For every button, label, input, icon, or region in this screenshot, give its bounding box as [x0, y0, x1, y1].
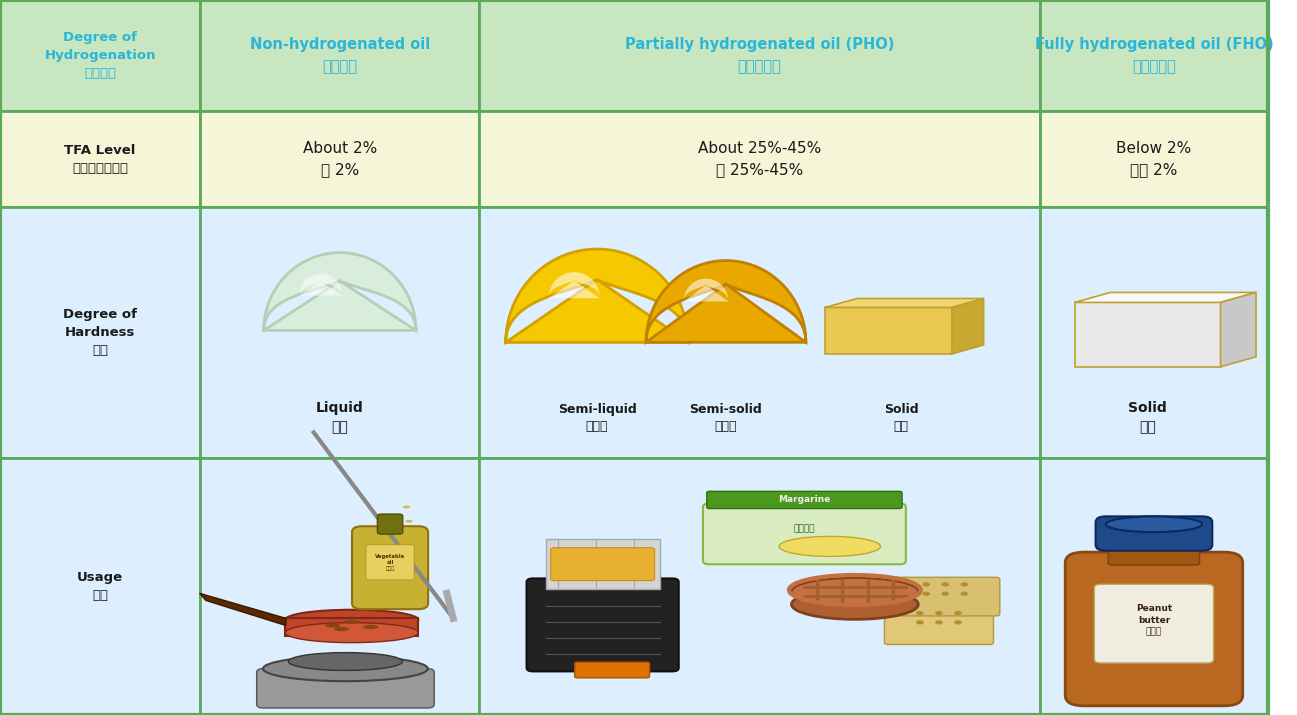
Text: Degree of
Hydrogenation
氫化程度: Degree of Hydrogenation 氫化程度 — [44, 31, 156, 80]
Bar — [0, 111, 200, 207]
Text: Fully hydrogenated oil (FHO)
完全氫化油: Fully hydrogenated oil (FHO) 完全氫化油 — [1035, 36, 1274, 74]
Circle shape — [942, 591, 949, 596]
Text: Vegetable
oil
植物油: Vegetable oil 植物油 — [375, 554, 405, 571]
Ellipse shape — [363, 625, 379, 629]
Ellipse shape — [285, 623, 419, 643]
Polygon shape — [684, 279, 729, 302]
Bar — [200, 207, 480, 458]
Ellipse shape — [402, 538, 409, 541]
Text: Below 2%
低於 2%: Below 2% 低於 2% — [1117, 141, 1192, 177]
Text: Semi-liquid
半液體: Semi-liquid 半液體 — [558, 403, 637, 433]
Ellipse shape — [263, 656, 428, 681]
Bar — [1040, 111, 1268, 207]
Polygon shape — [1075, 292, 1255, 302]
FancyBboxPatch shape — [366, 545, 414, 580]
Bar — [0, 0, 200, 111]
Circle shape — [961, 582, 968, 586]
Text: About 2%
約 2%: About 2% 約 2% — [302, 141, 377, 177]
Bar — [1040, 458, 1268, 715]
Polygon shape — [200, 593, 285, 626]
Bar — [480, 0, 1040, 111]
Bar — [1040, 207, 1268, 458]
Ellipse shape — [791, 589, 918, 619]
Ellipse shape — [285, 610, 419, 630]
Circle shape — [955, 620, 962, 624]
Text: Usage
用途: Usage 用途 — [77, 571, 123, 602]
Ellipse shape — [403, 506, 410, 508]
Bar — [480, 111, 1040, 207]
FancyBboxPatch shape — [527, 578, 678, 671]
FancyBboxPatch shape — [1065, 552, 1243, 706]
Bar — [200, 0, 480, 111]
Bar — [0, 458, 200, 715]
Circle shape — [942, 582, 949, 586]
Circle shape — [935, 620, 943, 624]
Bar — [200, 111, 480, 207]
Text: 人造牛油: 人造牛油 — [794, 524, 816, 533]
Ellipse shape — [326, 623, 340, 628]
Polygon shape — [952, 299, 983, 354]
FancyBboxPatch shape — [707, 491, 903, 508]
FancyBboxPatch shape — [285, 618, 419, 636]
Text: About 25%-45%
約 25%-45%: About 25%-45% 約 25%-45% — [698, 141, 821, 177]
Text: Semi-solid
半固體: Semi-solid 半固體 — [690, 403, 763, 433]
Polygon shape — [300, 274, 342, 295]
Polygon shape — [825, 299, 983, 307]
Bar — [480, 458, 1040, 715]
FancyBboxPatch shape — [885, 606, 994, 644]
Circle shape — [961, 591, 968, 596]
FancyBboxPatch shape — [1096, 516, 1213, 551]
FancyBboxPatch shape — [891, 577, 1000, 616]
Polygon shape — [646, 260, 805, 342]
Bar — [200, 458, 480, 715]
Text: TFA Level
反式脂肪酸含量: TFA Level 反式脂肪酸含量 — [65, 144, 136, 174]
Bar — [1040, 0, 1268, 111]
Text: Margarine: Margarine — [778, 495, 830, 504]
Ellipse shape — [791, 578, 918, 605]
FancyBboxPatch shape — [1109, 539, 1200, 565]
Ellipse shape — [1106, 516, 1202, 532]
Text: Partially hydrogenated oil (PHO)
部分氫化油: Partially hydrogenated oil (PHO) 部分氫化油 — [625, 36, 894, 74]
Ellipse shape — [288, 653, 402, 671]
FancyBboxPatch shape — [257, 669, 434, 708]
Circle shape — [955, 611, 962, 615]
Text: Degree of
Hardness
硬度: Degree of Hardness 硬度 — [64, 308, 137, 357]
Circle shape — [922, 591, 930, 596]
Ellipse shape — [344, 620, 359, 624]
Text: Non-hydrogenated oil
非氫化油: Non-hydrogenated oil 非氫化油 — [250, 36, 431, 74]
Text: Liquid
液體: Liquid 液體 — [316, 401, 363, 434]
Circle shape — [916, 611, 923, 615]
FancyBboxPatch shape — [551, 548, 655, 581]
Text: Solid
固體: Solid 固體 — [1128, 401, 1167, 434]
FancyBboxPatch shape — [1095, 584, 1214, 663]
FancyBboxPatch shape — [703, 503, 905, 564]
Polygon shape — [825, 307, 952, 354]
Circle shape — [916, 620, 923, 624]
Text: Solid
固體: Solid 固體 — [883, 403, 918, 433]
FancyBboxPatch shape — [351, 526, 428, 609]
Polygon shape — [1075, 302, 1220, 367]
Circle shape — [922, 582, 930, 586]
Ellipse shape — [405, 520, 412, 523]
Polygon shape — [549, 272, 599, 298]
Bar — [480, 207, 1040, 458]
Text: Peanut
butter
花生醬: Peanut butter 花生醬 — [1136, 603, 1172, 636]
Polygon shape — [263, 252, 416, 330]
Polygon shape — [1220, 292, 1255, 367]
Circle shape — [935, 611, 943, 615]
Ellipse shape — [335, 627, 349, 631]
Bar — [0, 207, 200, 458]
FancyBboxPatch shape — [377, 514, 403, 534]
Polygon shape — [506, 249, 689, 342]
Ellipse shape — [779, 536, 881, 556]
FancyBboxPatch shape — [575, 662, 650, 678]
FancyBboxPatch shape — [546, 539, 660, 589]
